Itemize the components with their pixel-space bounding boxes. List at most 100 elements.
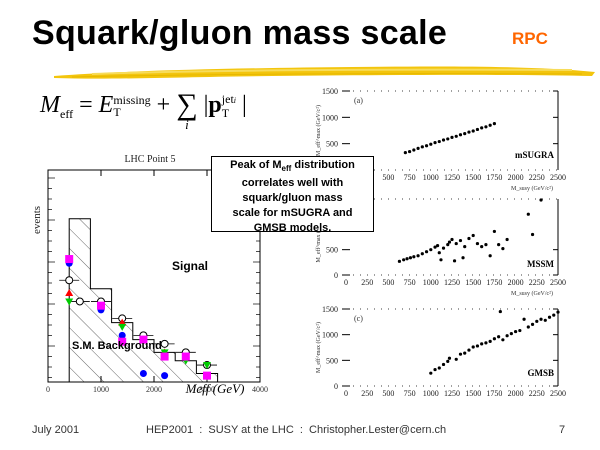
scatter-point [467,130,471,134]
scatter-point [480,342,484,346]
magenta-square-point [203,371,211,380]
scatter-point [435,244,440,248]
x-tick-label: 1500 [465,389,481,398]
signal-point [65,276,74,285]
x-tick-label: 1250 [444,278,460,287]
signal-point [160,339,169,348]
y-tick-label: 500 [326,246,338,255]
x-tick-label: 2000 [146,385,162,394]
scatter-point [484,125,488,129]
callout-line3: squark/gluon mass [242,192,343,205]
x-tick-label: 1750 [486,173,502,182]
scatter-point [530,322,535,326]
x-tick-label: 750 [404,278,416,287]
x-tick-label: 1000 [423,278,439,287]
magenta-square-point [65,255,74,264]
scatter-point [461,256,465,260]
callout-line2: correlates well with [241,177,344,190]
callout-line1-post: distribution [291,159,355,171]
callout-box: Peak of Meff distribution correlates wel… [211,156,374,234]
scatter-point [488,123,492,127]
histogram-xlabel: Meff (GeV) [185,381,245,396]
scatter-point [463,245,467,249]
scatter-point [535,319,539,323]
blue-circle-point [161,372,169,380]
scatter-point [447,240,452,244]
scatter-point [530,232,535,237]
x-tick-label: 0 [344,278,348,287]
model-label: GMSB [527,368,554,378]
x-tick-label: 750 [404,173,416,182]
y-tick-label: 1000 [322,113,338,122]
scatter-point [522,317,526,321]
scatter-point [433,367,437,372]
scatter-point [439,258,443,262]
scatter-point [412,255,416,259]
gmsb-scatter-chart: 0 500 1000 1500 0 250 500 750 1000 1250 1500 1750 20… [315,305,566,398]
x-tick-label: 2000 [508,173,524,182]
formula-term1: E [98,92,114,118]
x-tick-label: 1000 [423,389,439,398]
formula-term2-sup: jet [221,92,234,107]
sm-background-label: S.M. Background [72,340,162,352]
scatter-point [497,243,501,247]
msugra-scatter-chart: 500 1000 1500 500 750 1000 1250 1500 1750 2000 225… [315,87,566,192]
scatter-point [437,251,441,255]
scatter-point [437,366,441,370]
scatter-point [556,310,560,314]
y-tick-label: 0 [334,382,338,391]
signal-label: Signal [172,259,208,273]
x-tick-label: 500 [382,278,394,287]
scatter-point [492,337,496,341]
scatter-point [475,241,480,246]
y-axis-label: M_eff^max (GeV/c²) [315,105,322,156]
scatter-point [526,325,530,329]
scatter-point [471,345,475,349]
scatter-point [463,351,467,355]
x-tick-label: 2500 [550,389,566,398]
scatter-point [471,129,475,133]
blue-circle-point [118,331,126,339]
x-tick-label: 0 [344,389,348,398]
scatter-point [543,318,547,322]
scatter-point [458,352,463,356]
x-tick-label: 2250 [529,389,545,398]
callout-line4: scale for mSUGRA and [232,207,353,220]
scatter-point [429,142,433,146]
blue-circle-point [139,370,147,378]
y-tick-label: 1500 [322,305,338,314]
x-tick-label: 1750 [486,278,502,287]
scatter-point [539,317,543,321]
x-tick-label: 250 [361,278,373,287]
scatter-point [441,138,446,142]
y-tick-label: 0 [334,271,338,280]
scatter-point [446,137,450,141]
x-tick-label: 4000 [252,385,268,394]
scatter-point [447,356,452,360]
x-tick-label: 1000 [423,173,439,182]
scatter-point [412,148,416,152]
scatter-point [498,309,502,314]
scatter-point [441,246,446,250]
x-tick-label: 1500 [465,278,481,287]
scatter-point [514,329,518,334]
histogram-title: LHC Point 5 [124,154,175,165]
scatter-point [433,141,437,145]
x-tick-label: 500 [382,389,394,398]
y-tick-label: 500 [326,140,338,149]
scatter-point [492,122,496,126]
magenta-square-point [118,337,127,346]
callout-line5: GMSB models. [253,222,332,235]
scatter-point [408,256,413,260]
scatter-point [484,243,488,247]
scatter-point [475,127,480,132]
scatter-point [454,134,458,138]
green-triangle-point [118,323,127,331]
x-tick-label: 2250 [529,173,545,182]
scatter-point [441,362,446,367]
formula-lhs-sub: eff [60,106,74,121]
formula-sum-sign: ∑ [176,88,198,121]
panel-label: (c) [354,314,363,323]
x-tick-label: 1250 [444,173,460,182]
scatter-point [403,151,407,155]
